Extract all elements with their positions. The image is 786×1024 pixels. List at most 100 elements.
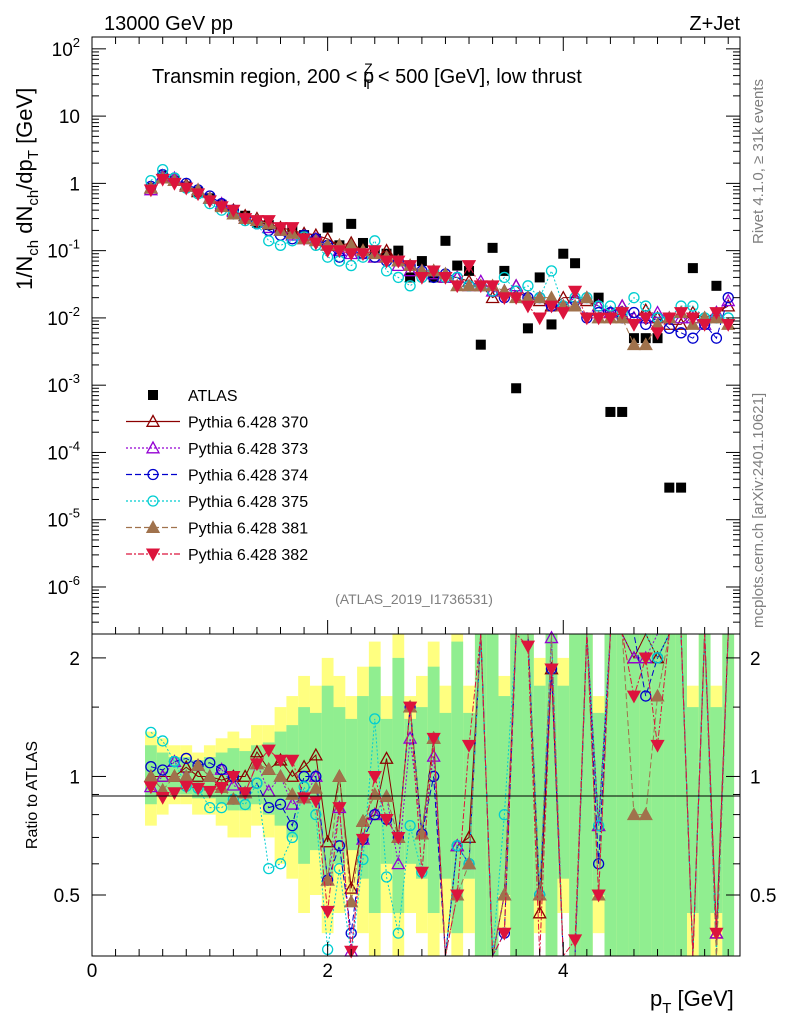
data-point: [391, 255, 406, 269]
data-point: [461, 278, 477, 292]
data-point: [461, 260, 477, 273]
data-point: [249, 215, 265, 228]
main-panel-series: [143, 163, 736, 493]
data-point: [591, 312, 606, 326]
ratio-panel-series: [143, 630, 729, 959]
data-point: [475, 339, 486, 350]
data-point: [687, 332, 699, 344]
legend-label: Pythia 6.428 370: [188, 415, 308, 432]
data-point: [416, 256, 427, 267]
ratio-point: [190, 758, 206, 771]
data-point: [617, 406, 628, 417]
ratio-point: [168, 755, 181, 768]
ratio-point: [592, 858, 605, 870]
ratio-point: [345, 927, 357, 939]
ratio-point: [426, 732, 441, 746]
ratio-point: [273, 769, 288, 782]
ratio-point: [145, 726, 157, 739]
ratio-point: [167, 787, 182, 801]
legend-marker: [148, 390, 158, 400]
x-tick-label: 2: [322, 961, 333, 982]
data-point: [534, 272, 545, 283]
ratio-point: [391, 856, 406, 870]
data-point: [556, 307, 571, 320]
data-point: [675, 327, 687, 339]
data-point: [650, 327, 665, 341]
data-point: [296, 233, 312, 247]
ratio-point: [626, 690, 642, 704]
legend-label: ATLAS: [188, 388, 238, 405]
ratio-point: [461, 739, 477, 753]
ratio-point: [261, 744, 276, 758]
header-left: 13000 GeV pp: [104, 13, 233, 35]
ratio-band-green: [686, 707, 699, 914]
ratio-point: [709, 927, 724, 941]
ratio-tick-label: 1: [69, 767, 80, 788]
ratio-point: [461, 830, 477, 843]
ratio-point: [379, 751, 394, 764]
ratio-point: [638, 807, 653, 821]
ratio-point: [333, 840, 346, 852]
x-tick-label: 4: [558, 961, 569, 982]
ratio-point: [143, 781, 159, 795]
data-point: [626, 318, 642, 332]
data-point: [404, 280, 416, 292]
ratio-point: [263, 862, 275, 875]
ratio-band-green: [357, 696, 369, 879]
ratio-point: [308, 780, 323, 794]
ratio-band-green: [522, 634, 534, 956]
data-point: [615, 307, 630, 320]
legend-entry: ATLAS: [148, 388, 238, 405]
y-tick-label: 10-6: [47, 573, 80, 599]
header-right: Z+Jet: [689, 13, 740, 35]
data-point: [261, 215, 276, 228]
ratio-band-green: [474, 634, 487, 956]
data-point: [579, 290, 594, 304]
data-point: [322, 222, 333, 233]
data-point: [393, 245, 404, 256]
ratio-point: [567, 934, 583, 948]
data-point: [532, 312, 547, 326]
data-point: [320, 245, 335, 258]
ratio-point: [310, 808, 322, 821]
data-point: [626, 337, 642, 351]
data-point: [673, 317, 689, 330]
data-point: [190, 188, 206, 202]
ratio-point: [215, 763, 228, 776]
data-point: [509, 292, 524, 306]
ratio-band-green: [651, 634, 664, 956]
ratio-point: [544, 663, 559, 677]
ratio-point: [238, 769, 253, 782]
data-point: [498, 271, 511, 284]
ratio-point: [143, 769, 159, 782]
legend-marker: [145, 440, 161, 454]
y-axis-label: 1/Nch dNch/dpT [GeV]: [12, 88, 42, 290]
ratio-point: [520, 640, 536, 654]
ratio-tick-label-right: 2: [750, 649, 761, 670]
ratio-point: [344, 880, 359, 894]
ratio-point: [285, 796, 300, 810]
data-point: [711, 280, 722, 291]
ratio-band-green: [416, 707, 428, 879]
ratio-point: [403, 701, 418, 715]
ratio-band-green: [545, 634, 558, 956]
data-point: [263, 235, 275, 247]
ratio-band-green: [392, 657, 405, 914]
data-point: [167, 177, 182, 191]
ratio-point: [167, 769, 182, 782]
data-point: [544, 300, 559, 314]
y-tick-label: 1: [69, 174, 80, 195]
rivet-version: Rivet 4.1.0, ≥ 31k events: [750, 79, 767, 244]
y-tick-label: 10-4: [47, 438, 80, 464]
data-point: [697, 318, 712, 332]
ratio-band-green: [533, 685, 546, 895]
data-point: [605, 406, 616, 417]
series-4: [145, 163, 734, 324]
ratio-point: [626, 650, 642, 664]
data-point: [202, 195, 217, 209]
ratio-point: [650, 688, 665, 702]
data-point: [567, 298, 583, 312]
ratio-point: [155, 791, 170, 805]
ratio-series-6: [143, 632, 729, 959]
ratio-point: [226, 777, 241, 791]
